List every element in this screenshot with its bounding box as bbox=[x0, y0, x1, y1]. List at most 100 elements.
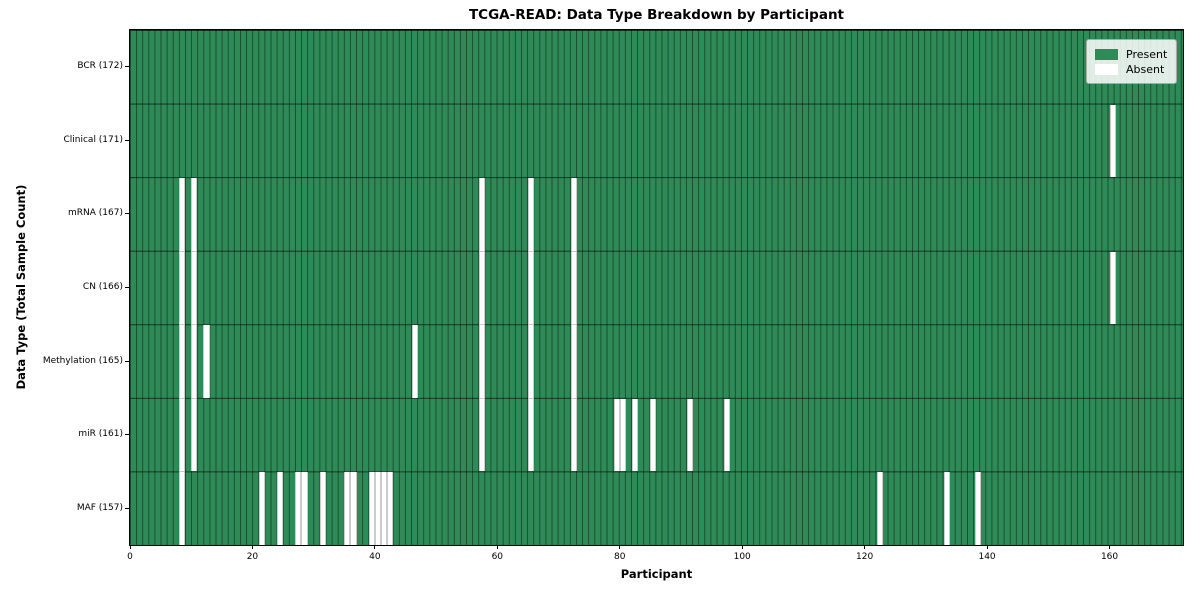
row-boundary-crossing bbox=[191, 250, 198, 252]
absent-cell-MAF-p24 bbox=[276, 472, 284, 545]
row-boundary-crossing bbox=[478, 397, 486, 399]
heatmap-plot-area bbox=[130, 30, 1183, 545]
absent-cell-CN-p72 bbox=[570, 250, 577, 325]
x-tick-mark-100 bbox=[741, 545, 743, 549]
row-boundary-crossing bbox=[570, 397, 577, 399]
absent-cell-miR-p82 bbox=[632, 398, 639, 472]
absent-cell-miR-p8 bbox=[178, 397, 186, 472]
x-tick-label-140: 140 bbox=[978, 552, 996, 562]
absent-cell-miR-p72 bbox=[570, 397, 577, 472]
absent-cell-MAF-p27 bbox=[295, 472, 302, 545]
legend-label-absent: Absent bbox=[1126, 62, 1165, 76]
present-swatch bbox=[1095, 48, 1118, 60]
row-boundary-crossing bbox=[191, 397, 198, 399]
y-tick-mark-mRNA bbox=[125, 213, 130, 215]
legend-entry-present: Present bbox=[1095, 47, 1168, 61]
x-tick-mark-140 bbox=[986, 545, 988, 549]
y-tick-label-MAF: MAF (157) bbox=[76, 502, 123, 513]
absent-cell-MAF-p35 bbox=[344, 472, 351, 545]
row-boundary-crossing bbox=[191, 324, 198, 326]
absent-cell-Methylation-p10 bbox=[191, 324, 198, 398]
y-tick-label-miR: miR (161) bbox=[78, 429, 123, 440]
row-boundary-crossing bbox=[527, 324, 535, 326]
absent-cell-Methylation-p57 bbox=[478, 324, 486, 398]
absent-cell-MAF-p8 bbox=[178, 471, 186, 545]
absent-cell-MAF-p138 bbox=[974, 472, 981, 545]
y-tick-mark-miR bbox=[125, 434, 130, 436]
legend: Present Absent bbox=[1086, 39, 1177, 84]
y-tick-label-Methylation: Methylation (165) bbox=[42, 355, 123, 366]
y-tick-mark-CN bbox=[125, 287, 130, 288]
absent-cell-CN-p160 bbox=[1109, 251, 1116, 325]
absent-cell-MAF-p36 bbox=[350, 472, 357, 545]
x-tick-label-160: 160 bbox=[1100, 552, 1119, 562]
absent-cell-mRNA-p10 bbox=[191, 178, 198, 251]
absent-cell-mRNA-p57 bbox=[478, 178, 486, 251]
x-tick-mark-0 bbox=[129, 545, 131, 549]
x-tick-label-40: 40 bbox=[369, 552, 381, 562]
y-tick-mark-Clinical bbox=[125, 139, 130, 141]
absent-cell-miR-p97 bbox=[723, 398, 730, 472]
x-tick-mark-120 bbox=[864, 545, 866, 549]
absent-cell-mRNA-p72 bbox=[570, 178, 577, 251]
row-boundary-crossing bbox=[178, 324, 186, 326]
x-tick-label-120: 120 bbox=[856, 552, 874, 562]
row-boundary-crossing bbox=[527, 250, 535, 252]
absent-cell-MAF-p122 bbox=[876, 472, 883, 545]
absent-cell-miR-p10 bbox=[191, 397, 198, 472]
absent-cell-miR-p91 bbox=[687, 398, 694, 472]
y-tick-label-Clinical: Clinical (171) bbox=[63, 134, 123, 145]
y-tick-label-BCR: BCR (172) bbox=[77, 61, 123, 72]
absent-cell-Methylation-p72 bbox=[570, 324, 577, 398]
x-tick-mark-20 bbox=[251, 545, 253, 549]
absent-cell-MAF-p21 bbox=[258, 472, 265, 545]
absent-cell-miR-p65 bbox=[527, 397, 535, 472]
row-boundary-crossing bbox=[478, 324, 486, 326]
absent-cell-MAF-p28 bbox=[301, 472, 308, 545]
x-tick-label-100: 100 bbox=[733, 552, 751, 562]
absent-cell-Methylation-p8 bbox=[178, 324, 186, 398]
row-boundary-crossing bbox=[570, 324, 577, 326]
absent-cell-MAF-p42 bbox=[387, 472, 394, 545]
x-tick-label-80: 80 bbox=[614, 552, 626, 562]
absent-cell-MAF-p31 bbox=[319, 472, 326, 545]
absent-cell-Methylation-p46 bbox=[411, 325, 418, 398]
y-tick-mark-BCR bbox=[125, 66, 130, 68]
x-tick-mark-60 bbox=[496, 545, 498, 549]
absent-cell-miR-p79 bbox=[613, 398, 620, 472]
x-tick-mark-40 bbox=[374, 545, 376, 549]
row-boundary-crossing bbox=[178, 250, 186, 252]
x-tick-label-0: 0 bbox=[127, 552, 133, 562]
absent-cell-miR-p80 bbox=[619, 398, 626, 472]
y-tick-label-CN: CN (166) bbox=[82, 282, 123, 292]
absent-cell-Methylation-p65 bbox=[527, 324, 535, 398]
absent-cell-miR-p85 bbox=[650, 398, 657, 472]
chart-title: TCGA-READ: Data Type Breakdown by Partic… bbox=[468, 7, 845, 23]
absent-swatch bbox=[1095, 63, 1118, 75]
row-boundary-crossing bbox=[178, 471, 186, 473]
absent-cell-Methylation-p12 bbox=[203, 325, 210, 398]
absent-cell-mRNA-p8 bbox=[178, 178, 186, 251]
absent-cell-CN-p8 bbox=[178, 250, 186, 325]
absent-cell-Clinical-p160 bbox=[1109, 104, 1116, 178]
x-tick-mark-160 bbox=[1109, 545, 1111, 549]
absent-cell-CN-p65 bbox=[527, 250, 535, 325]
x-axis-label: Participant bbox=[620, 567, 693, 581]
absent-cell-CN-p10 bbox=[191, 250, 198, 325]
x-tick-mark-80 bbox=[619, 545, 621, 549]
y-tick-mark-Methylation bbox=[125, 360, 130, 362]
row-boundary-crossing bbox=[527, 397, 535, 399]
absent-cell-miR-p57 bbox=[478, 397, 486, 472]
absent-cell-MAF-p41 bbox=[381, 472, 388, 545]
x-tick-label-20: 20 bbox=[246, 552, 259, 562]
y-tick-mark-MAF bbox=[125, 507, 130, 509]
legend-label-present: Present bbox=[1126, 47, 1168, 61]
legend-entry-absent: Absent bbox=[1095, 62, 1168, 76]
absent-cell-MAF-p40 bbox=[374, 472, 381, 545]
row-boundary-crossing bbox=[178, 397, 186, 399]
absent-cell-CN-p57 bbox=[478, 250, 486, 325]
row-boundary-crossing bbox=[570, 250, 577, 252]
x-tick-label-60: 60 bbox=[491, 552, 504, 562]
y-tick-label-mRNA: mRNA (167) bbox=[68, 208, 123, 219]
